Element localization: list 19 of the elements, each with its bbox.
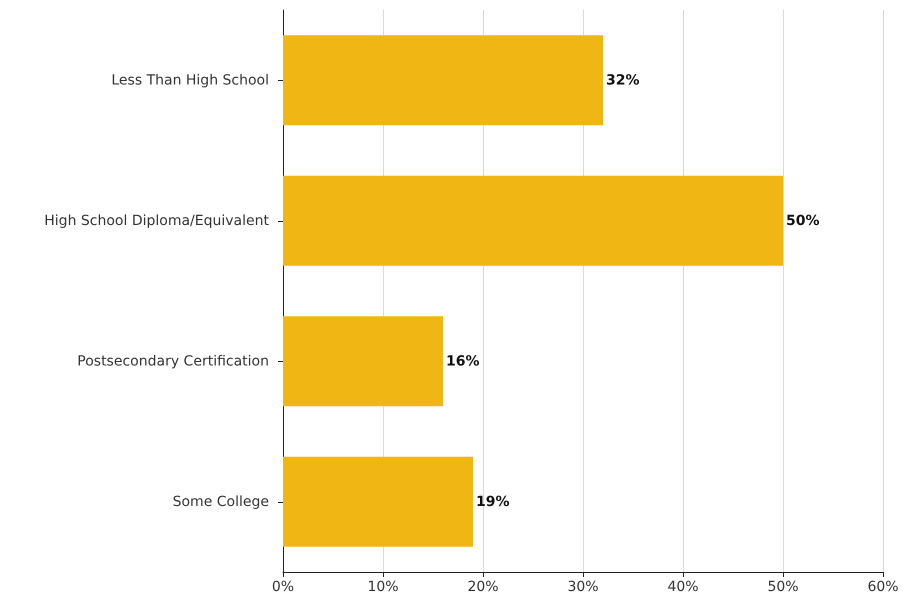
x-tick-label: 60% — [867, 579, 899, 595]
y-tick-label: Some College — [172, 494, 269, 510]
x-tick-label: 50% — [767, 579, 799, 595]
data-label: 16% — [446, 353, 480, 370]
data-label: 32% — [606, 72, 640, 88]
data-label: 50% — [786, 212, 820, 229]
bar — [283, 176, 783, 266]
x-tick-label: 40% — [667, 579, 699, 595]
y-tick-label: High School Diploma/Equivalent — [44, 212, 270, 229]
x-tick-label: 10% — [367, 579, 399, 595]
x-tick-label: 30% — [567, 579, 599, 595]
x-tick-label: 0% — [272, 579, 294, 595]
y-tick-label: Less Than High School — [111, 72, 269, 88]
data-label: 19% — [476, 494, 510, 510]
bar — [283, 316, 443, 406]
bar — [283, 456, 473, 547]
y-tick-label: Postsecondary Certification — [77, 353, 269, 370]
bar — [283, 35, 603, 126]
x-tick-label: 20% — [467, 579, 499, 595]
